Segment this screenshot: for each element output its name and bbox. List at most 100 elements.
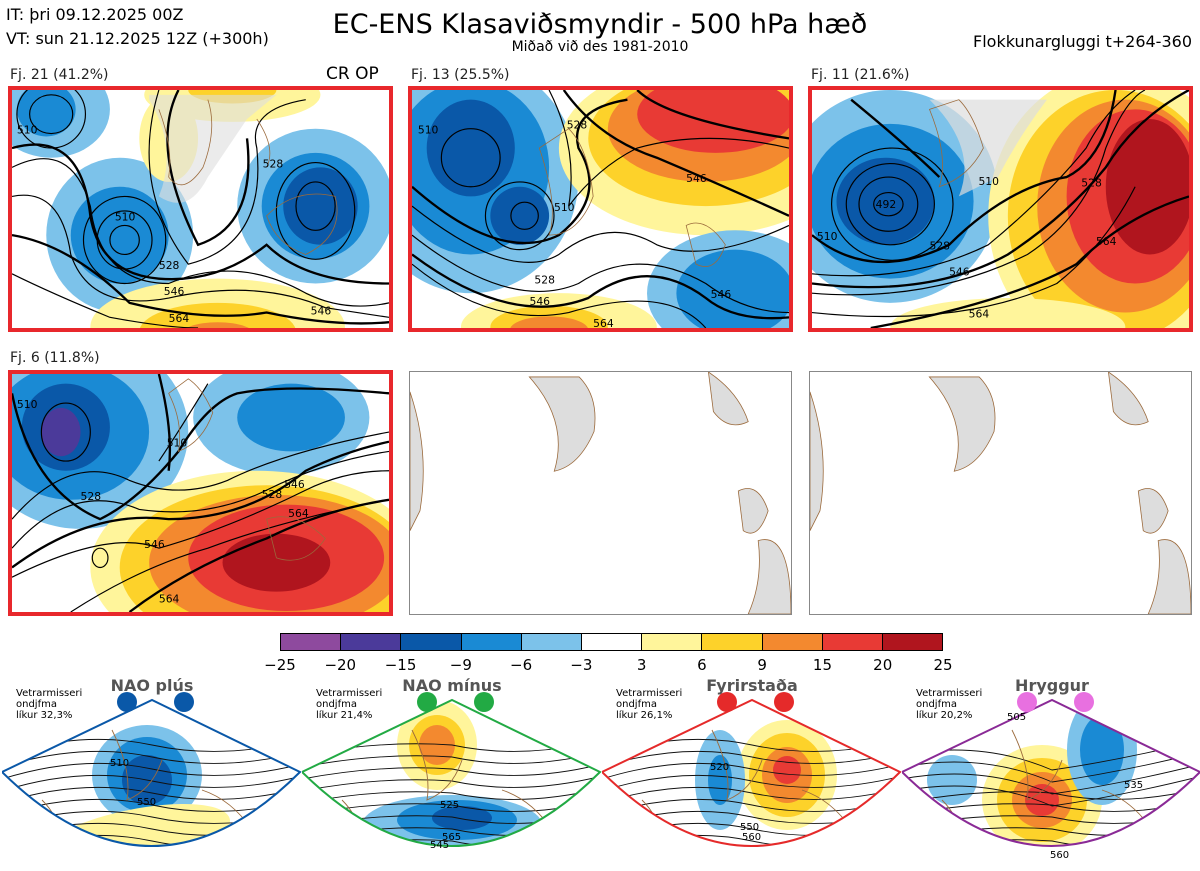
colorbar-tick: −6 [510,656,533,674]
regime-season: Vetrarmisseri [316,688,383,699]
contour-label: 546 [144,538,165,551]
height-contour [902,751,1200,783]
page-subtitle: Miðað við des 1981-2010 [511,39,689,55]
contour-label: 492 [876,198,897,211]
regime-marker-dot [774,692,794,712]
contour-label: 510 [17,124,38,137]
regime-contour-label: 560 [742,832,761,843]
colorbar-tick: 9 [757,656,767,674]
anomaly-fill [419,725,455,765]
contour-label: 510 [817,230,838,243]
valid-time: VT: sun 21.12.2025 12Z (+300h) [6,29,269,48]
regime-name: Hryggur [1015,676,1089,695]
contour-label: 546 [284,478,305,491]
contour-label: 510 [167,437,188,450]
height-contour [902,787,1200,804]
colorbar-swatch [581,634,643,650]
regime-map: 510 550 [2,692,302,847]
colorbar-tick: 20 [873,656,893,674]
height-contour [302,763,600,780]
cluster-map-2[interactable]: 510 510 528 528 546 546 546 564 [408,86,793,332]
regime-border [602,698,902,847]
regime-border [2,698,302,847]
regime-months: ondjfma [616,699,657,710]
height-contour [2,798,300,816]
contour-label: 546 [711,288,732,301]
contour-label: 564 [969,307,990,320]
control-op-badge: CR OP [326,64,379,84]
height-contour [2,786,300,804]
contour-label: 528 [81,490,102,503]
height-contour [2,750,300,768]
regime-months: ondjfma [16,699,57,710]
colorbar-swatch [762,634,823,650]
empty-map-6 [809,371,1192,615]
init-time: IT: þri 09.12.2025 00Z [6,5,184,24]
regime-contour-label: 560 [1050,850,1069,861]
height-contour [602,798,900,816]
regime-marker-dot [717,692,737,712]
panel-label-4: Fj. 6 (11.8%) [10,350,100,366]
contour-label: 564 [288,507,309,520]
colorbar-tick: 15 [812,656,832,674]
regime-months: ondjfma [316,699,357,710]
regime-name: NAO plús [110,676,194,695]
cluster-map-3[interactable]: 492 510 510 528 546 564 528 564 [808,86,1193,332]
colorbar-swatch [341,634,402,650]
anomaly-fill [773,756,801,784]
height-contour [902,763,1200,795]
regime-probability: líkur 32,3% [16,710,73,721]
regime-marker-dot [1074,692,1094,712]
contour-label: 546 [164,285,185,298]
colorbar-tick: −25 [264,656,296,674]
height-contour [2,762,300,780]
contour-label: 528 [159,259,180,272]
panel-label-3: Fj. 11 (21.6%) [811,67,910,83]
colorbar-swatch [882,634,943,650]
height-contour [902,799,1200,816]
colorbar-swatch [642,634,703,650]
regime-marker-dot [417,692,437,712]
regime-months: ondjfma [916,699,957,710]
regime-contour-label: 505 [1007,712,1026,723]
contour-label: 528 [263,157,284,170]
regime-border [302,698,602,847]
colorbar-tick: 3 [636,656,647,674]
anomaly-fill [927,755,977,805]
regime-contour-label: 545 [430,840,449,851]
height-contour [302,787,600,804]
colorbar-swatch [461,634,522,650]
contour-label: 564 [169,312,190,325]
regime-contour-label: 550 [137,797,156,808]
cluster-map-4[interactable]: 510 510 528 546 528 546 564 564 [8,370,393,616]
panel-label-2: Fj. 13 (25.5%) [411,67,510,83]
contour-label: 528 [534,274,555,287]
contour-label: 546 [311,305,332,318]
colorbar-swatch [401,634,462,650]
height-contour [302,799,600,816]
contour-label: 546 [949,266,970,279]
page-title: EC-ENS Klasaviðsmyndir - 500 hPa hæð [332,9,868,40]
regime-season: Vetrarmisseri [916,688,983,699]
regime-marker-dot [117,692,137,712]
height-contour [902,739,1200,771]
regime-contour-label: 525 [440,800,459,811]
height-contour [602,750,900,768]
regime-probability: líkur 26,1% [616,710,673,721]
colorbar-swatch [702,634,763,650]
regime-contour-label: 550 [740,822,759,833]
height-contour [602,786,900,804]
contour-label: 510 [978,175,999,188]
regime-season: Vetrarmisseri [616,688,683,699]
contour-label: 564 [593,317,614,328]
contour-label: 528 [567,119,588,132]
regime-marker-dot [1017,692,1037,712]
colorbar-tick: 6 [697,656,707,674]
cluster-map-1[interactable]: 510 510 528 546 546 564 528 [8,86,393,332]
colorbar-tick: 25 [933,656,953,674]
regime-border [902,698,1200,847]
classification-window: Flokkunargluggi t+264-360 [973,32,1192,51]
regime-name: NAO mínus [402,676,502,695]
